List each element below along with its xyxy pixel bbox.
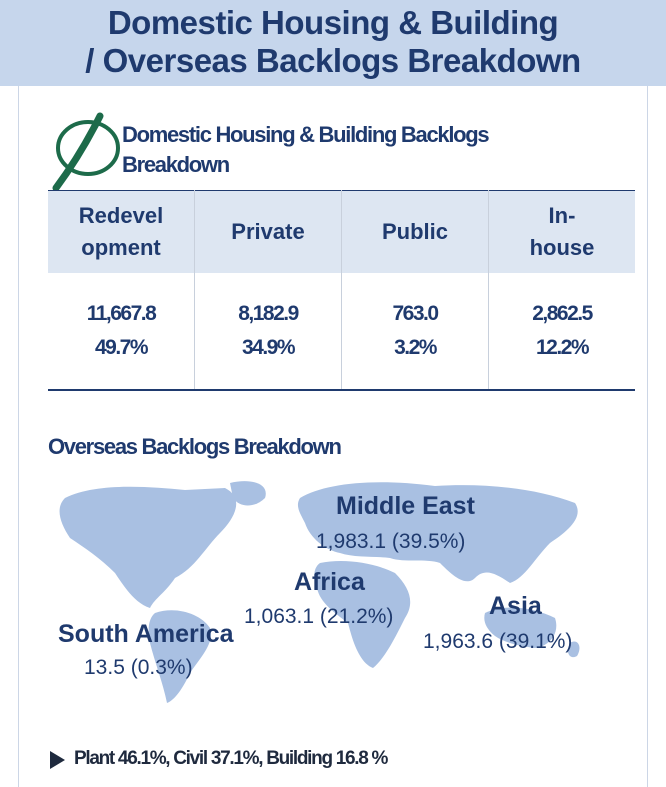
- region-name: Middle East: [336, 492, 475, 520]
- backlog-table: Redevel opment Private Public In-house 11,66…: [48, 190, 635, 391]
- logo: [52, 112, 120, 190]
- footer-note: Plant 46.1%, Civil 37.1%, Building 16.8 …: [74, 748, 388, 769]
- share: 3.2%: [394, 336, 437, 359]
- region-name: Africa: [294, 568, 365, 596]
- world-map: [59, 481, 580, 703]
- section-title-line: Breakdown: [122, 152, 230, 177]
- amount: 2,862.5: [532, 302, 593, 325]
- bullet: [50, 751, 65, 769]
- data-cell: 11,667.8 49.7%: [48, 273, 195, 390]
- region-value: 1,063.1 (21.2%): [244, 605, 394, 628]
- share: 34.9%: [241, 336, 296, 359]
- amount: 8,182.9: [238, 302, 299, 325]
- header-cell: Redevel opment: [48, 190, 195, 273]
- title-line: / Overseas Backlogs Breakdown: [85, 42, 581, 79]
- header-line: Public: [381, 219, 448, 244]
- region-value: 1,983.1 (39.5%): [316, 530, 466, 553]
- header-row: Redevel opment Private Public In-house: [48, 190, 635, 273]
- amount: 11,667.8: [86, 302, 157, 325]
- header-line: In-: [548, 203, 576, 228]
- frame: [18, 86, 648, 787]
- header-cell: Public: [341, 190, 489, 273]
- region-name: Asia: [489, 592, 542, 620]
- header-line: Redevel: [78, 203, 164, 228]
- data-cell: 763.0 3.2%: [341, 273, 489, 390]
- section-title-line: Domestic Housing & Building Backlogs: [122, 122, 490, 147]
- header-line: opment: [81, 235, 161, 260]
- amount: 763.0: [392, 302, 439, 325]
- data-cell: 2,862.5 12.2%: [488, 273, 635, 390]
- share: 12.2%: [535, 336, 590, 359]
- data-row: 11,667.8 49.7% 8,182.9 34.9% 763.0 3.2% 2,862.…: [48, 273, 635, 390]
- data-cell: 8,182.9 34.9%: [194, 273, 342, 390]
- share: 49.7%: [94, 336, 149, 359]
- header-cell: In-house: [488, 190, 635, 273]
- region-value: 13.5 (0.3%): [84, 656, 193, 679]
- region-name: South America: [58, 620, 234, 648]
- header-line: house: [529, 235, 595, 260]
- header: Domestic Housing & Building / Overseas B…: [0, 0, 666, 86]
- header-line: Private: [231, 219, 305, 244]
- title-line: Domestic Housing & Building: [107, 4, 559, 41]
- section-title: Domestic Housing & Building Backlogs Bre…: [122, 120, 490, 180]
- section-title: Overseas Backlogs Breakdown: [48, 434, 342, 459]
- region-value: 1,963.6 (39.1%): [423, 630, 573, 653]
- header-cell: Private: [194, 190, 342, 273]
